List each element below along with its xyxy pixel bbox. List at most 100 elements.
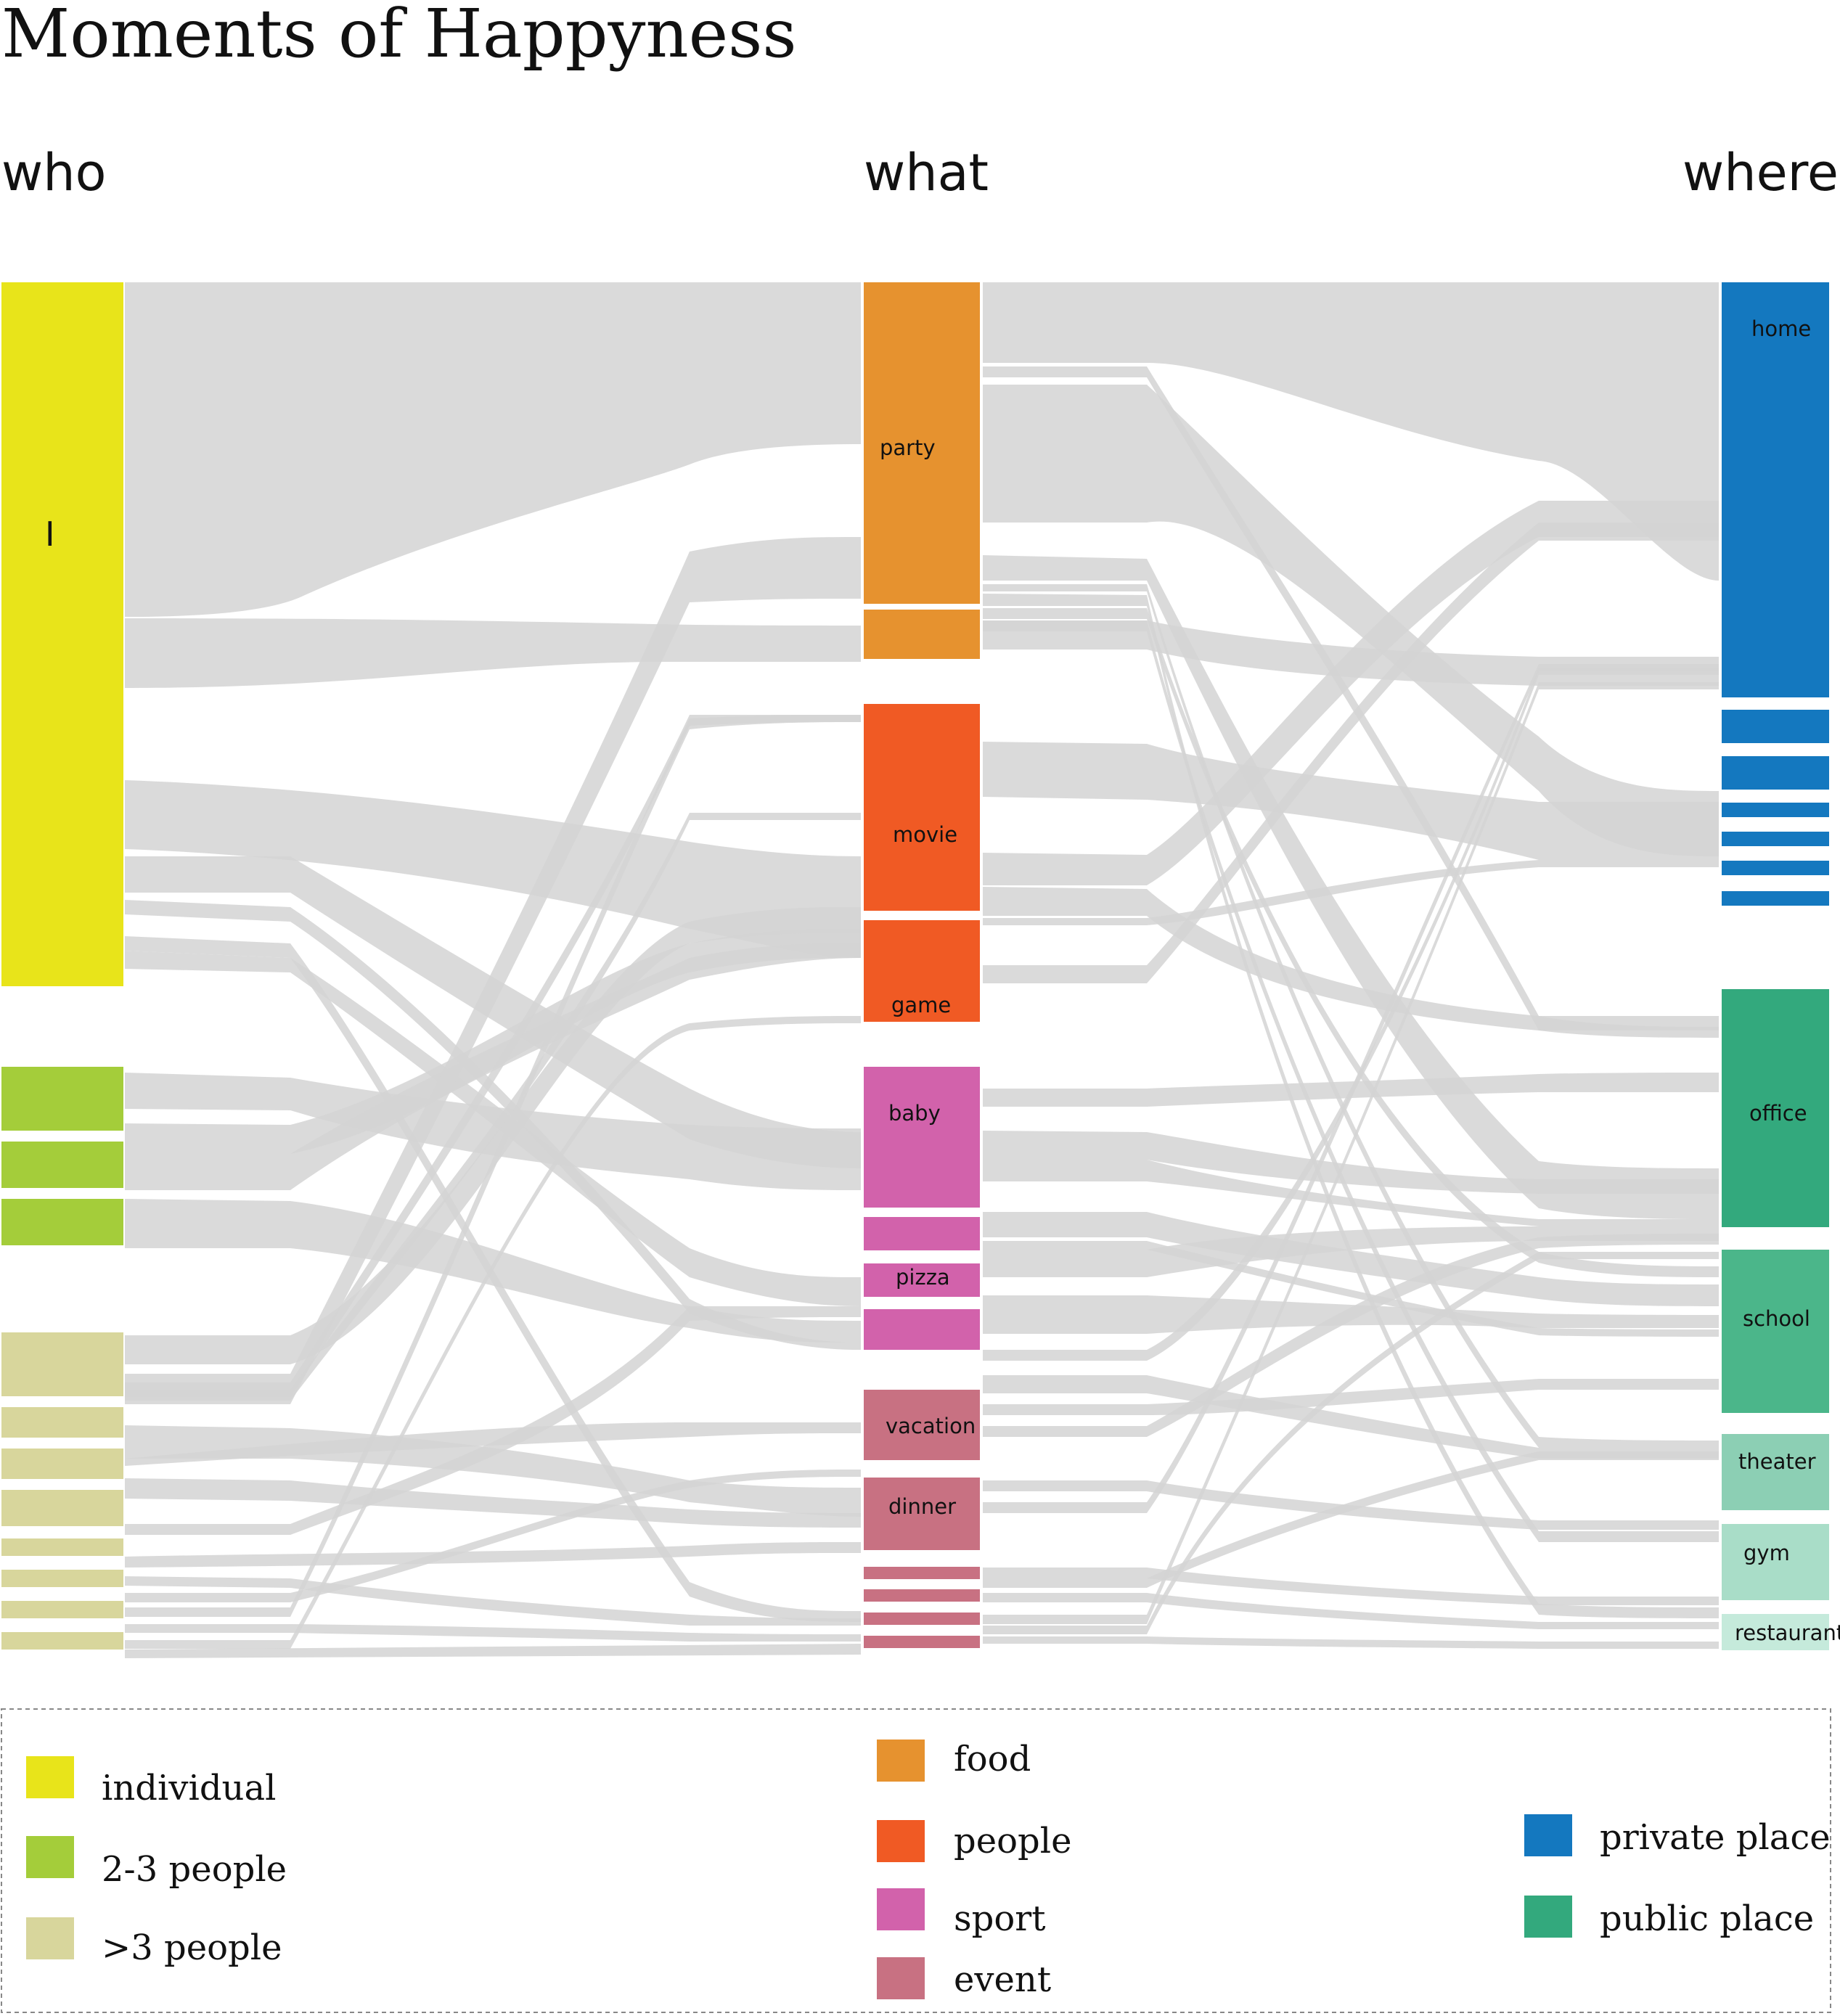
who-node-more-three[interactable]: [1, 1632, 123, 1650]
legend-label-two-three: 2-3 people: [102, 1849, 287, 1890]
who-node-more-three[interactable]: [1, 1407, 123, 1438]
where-node-private[interactable]: [1722, 710, 1829, 743]
link: [983, 366, 1719, 1038]
what-node-label-game: game: [891, 993, 951, 1017]
links-what-to-where: [983, 282, 1719, 1649]
legend-swatch-more-three: [26, 1917, 74, 1959]
link: [125, 780, 861, 958]
legend-swatch-private-place: [1524, 1814, 1572, 1856]
who-node-more-three[interactable]: [1, 1570, 123, 1587]
what-node-movie[interactable]: [864, 704, 980, 911]
link: [983, 1636, 1719, 1649]
diagram-title: Moments of Happyness: [1, 0, 797, 73]
what-node-baby[interactable]: [864, 1067, 980, 1208]
legend-swatch-people: [877, 1820, 925, 1862]
legend-label-private-place: private place: [1600, 1817, 1831, 1858]
link: [125, 715, 861, 1617]
column-header-who: who: [1, 143, 106, 202]
legend-label-people: people: [954, 1821, 1072, 1861]
legend-label-event: event: [954, 1959, 1051, 2000]
who-node-more-three[interactable]: [1, 1332, 123, 1396]
what-node-label-movie: movie: [893, 822, 957, 847]
link: [125, 282, 861, 617]
who-node-more-three[interactable]: [1, 1490, 123, 1526]
who-node-I[interactable]: [1, 282, 123, 986]
legend-label-individual: individual: [102, 1768, 276, 1808]
where-node-restaurant[interactable]: [1722, 1614, 1829, 1650]
what-node-label-baby: baby: [888, 1101, 941, 1126]
where-node-label-school: school: [1743, 1306, 1810, 1331]
link: [125, 1644, 861, 1658]
who-node-more-three[interactable]: [1, 1601, 123, 1618]
link: [983, 1160, 1719, 1226]
link: [983, 1451, 1719, 1588]
who-node-two-three[interactable]: [1, 1142, 123, 1188]
link: [983, 1379, 1719, 1415]
link: [983, 1212, 1719, 1306]
who-nodes: I: [1, 282, 123, 1650]
what-node-sport[interactable]: [864, 1217, 980, 1250]
where-nodes: home office school theater gym restauran…: [1722, 282, 1840, 1650]
where-node-private[interactable]: [1722, 803, 1829, 817]
legend: individual 2-3 people >3 people food peo…: [1, 1708, 1831, 2013]
what-node-event[interactable]: [864, 1636, 980, 1648]
what-node-vacation[interactable]: [864, 1390, 980, 1460]
where-node-label-gym: gym: [1743, 1541, 1790, 1565]
link: [125, 1478, 861, 1528]
link: [125, 618, 861, 688]
what-node-label-vacation: vacation: [886, 1414, 976, 1438]
link: [983, 1131, 1719, 1194]
column-header-where: where: [1682, 143, 1839, 202]
what-node-label-party: party: [880, 435, 936, 460]
link: [983, 282, 1719, 581]
what-node-label-dinner: dinner: [888, 1494, 956, 1519]
where-node-gym[interactable]: [1722, 1524, 1829, 1600]
link: [983, 1480, 1719, 1530]
what-node-event[interactable]: [864, 1589, 980, 1602]
where-node-private[interactable]: [1722, 756, 1829, 790]
what-node-label-pizza: pizza: [896, 1265, 950, 1290]
where-node-office[interactable]: [1722, 989, 1829, 1227]
where-node-school[interactable]: [1722, 1250, 1829, 1413]
legend-swatch-sport: [877, 1888, 925, 1930]
legend-border: [1, 1708, 1831, 2013]
what-node-event[interactable]: [864, 1567, 980, 1579]
where-node-home[interactable]: [1722, 282, 1829, 697]
column-header-what: what: [864, 143, 989, 202]
who-node-more-three[interactable]: [1, 1449, 123, 1479]
who-node-more-three[interactable]: [1, 1538, 123, 1556]
what-node-event[interactable]: [864, 1613, 980, 1625]
what-node-party[interactable]: [864, 282, 980, 604]
link: [125, 1470, 861, 1602]
what-node-dinner[interactable]: [864, 1478, 980, 1550]
legend-swatch-public-place: [1524, 1896, 1572, 1938]
link: [983, 1375, 1719, 1459]
legend-label-public-place: public place: [1600, 1898, 1814, 1939]
legend-swatch-individual: [26, 1756, 74, 1798]
where-node-label-home: home: [1751, 316, 1811, 341]
link: [983, 385, 1719, 856]
link: [125, 1576, 861, 1626]
legend-swatch-food: [877, 1740, 925, 1782]
where-node-private[interactable]: [1722, 891, 1829, 906]
legend-label-food: food: [954, 1739, 1031, 1779]
who-node-two-three[interactable]: [1, 1067, 123, 1131]
link: [125, 943, 861, 1190]
what-node-sport[interactable]: [864, 1309, 980, 1350]
links-who-to-what: [125, 282, 861, 1658]
legend-label-more-three: >3 people: [102, 1927, 282, 1968]
where-node-private[interactable]: [1722, 861, 1829, 875]
where-node-theater[interactable]: [1722, 1434, 1829, 1510]
where-node-private[interactable]: [1722, 832, 1829, 846]
where-node-label-office: office: [1749, 1101, 1807, 1126]
link: [983, 1593, 1719, 1629]
what-node-pizza[interactable]: [864, 1263, 980, 1297]
link: [125, 537, 861, 1404]
who-node-label-I: I: [45, 515, 55, 554]
what-node-game[interactable]: [864, 920, 980, 1022]
who-node-two-three[interactable]: [1, 1199, 123, 1245]
what-node-food[interactable]: [864, 610, 980, 659]
where-node-label-restaurant: restaurant: [1735, 1620, 1840, 1645]
link: [125, 1542, 861, 1568]
